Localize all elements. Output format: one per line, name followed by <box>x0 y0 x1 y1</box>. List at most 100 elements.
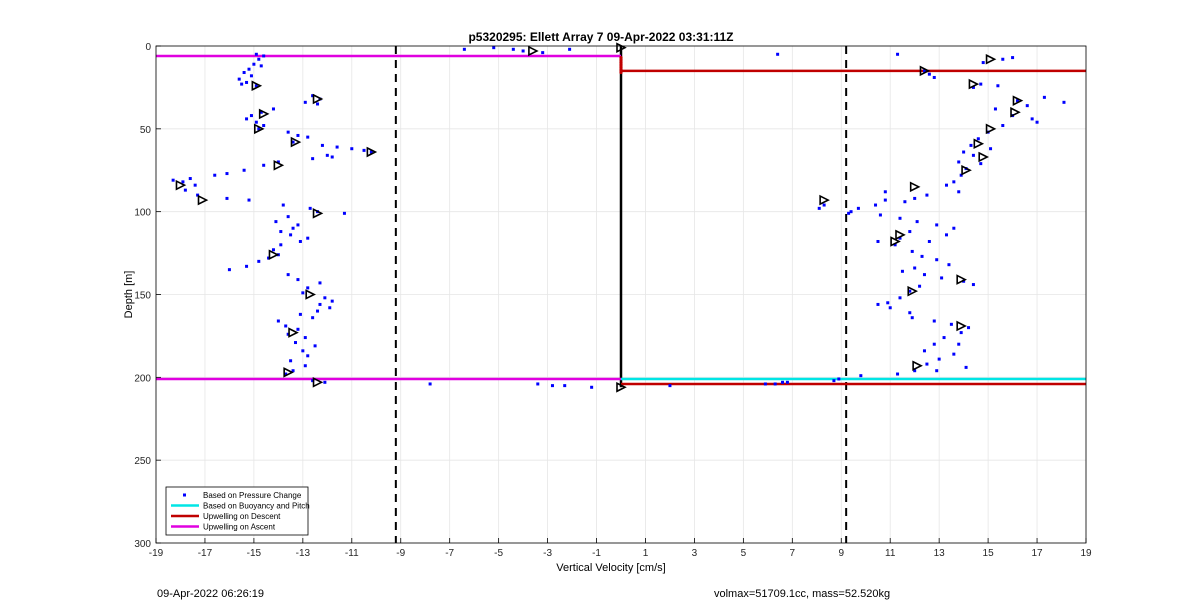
data-point <box>276 319 280 323</box>
data-point <box>856 206 860 210</box>
data-point <box>898 236 902 240</box>
y-tick-label: 200 <box>134 373 151 384</box>
triangle-marker <box>288 327 299 338</box>
triangle-marker <box>819 194 830 206</box>
data-point <box>969 143 973 147</box>
data-point <box>832 379 836 383</box>
data-point <box>668 384 672 388</box>
legend-label: Based on Pressure Change <box>203 491 302 500</box>
data-point <box>927 72 931 76</box>
data-point <box>193 183 197 187</box>
data-point <box>323 296 327 300</box>
data-point <box>1015 99 1019 103</box>
data-point <box>286 215 290 219</box>
triangle-marker <box>961 164 972 176</box>
data-point <box>541 51 545 55</box>
data-point <box>878 213 882 217</box>
x-tick-label: -11 <box>345 548 359 559</box>
data-point <box>883 190 887 194</box>
data-point <box>847 211 851 215</box>
triangle-marker <box>956 320 967 332</box>
x-tick-label: -3 <box>543 548 552 559</box>
data-point <box>959 173 963 177</box>
data-point <box>362 148 366 152</box>
chart-title: p5320295: Ellett Array 7 09-Apr-2022 03:… <box>468 30 733 44</box>
data-point <box>252 62 256 66</box>
data-point <box>286 332 290 336</box>
data-point <box>915 220 919 224</box>
data-point <box>350 147 354 151</box>
data-point <box>971 153 975 157</box>
y-tick-label: 100 <box>134 208 151 219</box>
data-point <box>284 372 288 376</box>
data-point <box>320 143 324 147</box>
data-point <box>306 236 310 240</box>
data-point <box>428 382 432 386</box>
x-tick-label: -17 <box>198 548 213 559</box>
data-point <box>291 140 295 144</box>
descent-dot <box>619 70 623 75</box>
data-point <box>294 341 297 345</box>
data-point <box>563 384 567 388</box>
data-point <box>932 75 936 79</box>
series <box>171 46 1066 389</box>
triangle-marker <box>366 146 378 158</box>
x-tick-label: 15 <box>983 548 995 559</box>
data-point <box>286 273 290 277</box>
data-point <box>225 196 229 200</box>
data-point <box>927 239 931 243</box>
x-tick-label: -15 <box>247 548 262 559</box>
data-point <box>913 369 917 373</box>
data-point <box>937 357 941 361</box>
data-point <box>213 173 217 177</box>
data-point <box>922 273 926 277</box>
data-point <box>242 168 246 172</box>
data-point <box>284 324 288 328</box>
data-point <box>335 145 339 149</box>
triangle-marker <box>919 65 931 77</box>
data-point <box>183 188 187 192</box>
data-point <box>957 190 961 194</box>
data-point <box>254 120 258 124</box>
data-point <box>590 385 594 389</box>
x-tick-label: -19 <box>149 548 164 559</box>
data-point <box>886 301 890 305</box>
data-point <box>330 155 334 159</box>
data-point <box>271 107 275 111</box>
data-point <box>245 80 249 84</box>
data-point <box>313 344 317 348</box>
triangle-marker <box>290 136 302 148</box>
data-point <box>259 64 263 68</box>
data-point <box>181 180 185 184</box>
triangle-marker <box>1010 106 1021 118</box>
triangle-marker <box>973 138 985 150</box>
data-point <box>568 47 572 51</box>
footer-datetime: 09-Apr-2022 06:26:19 <box>157 588 265 600</box>
x-tick-label: 3 <box>692 548 698 559</box>
data-point <box>171 178 175 182</box>
data-point <box>908 289 912 293</box>
data-point <box>227 268 231 272</box>
triangle-marker <box>273 159 285 171</box>
data-point <box>306 135 310 139</box>
x-tick-label: -1 <box>592 548 601 559</box>
data-point <box>254 52 258 56</box>
triangle-marker <box>305 289 316 300</box>
legend-swatch <box>183 493 186 497</box>
data-point <box>979 82 983 86</box>
data-point <box>981 61 985 65</box>
data-point <box>940 276 944 280</box>
data-point <box>957 160 961 164</box>
data-point <box>964 365 968 369</box>
data-point <box>773 382 777 386</box>
data-point <box>311 316 315 320</box>
data-point <box>257 127 261 131</box>
data-marks <box>171 42 1066 393</box>
data-point <box>249 114 253 118</box>
data-point <box>932 342 936 346</box>
data-point <box>550 384 554 388</box>
data-point <box>876 302 880 306</box>
data-point <box>369 150 373 154</box>
x-tick-label: 5 <box>741 548 747 559</box>
